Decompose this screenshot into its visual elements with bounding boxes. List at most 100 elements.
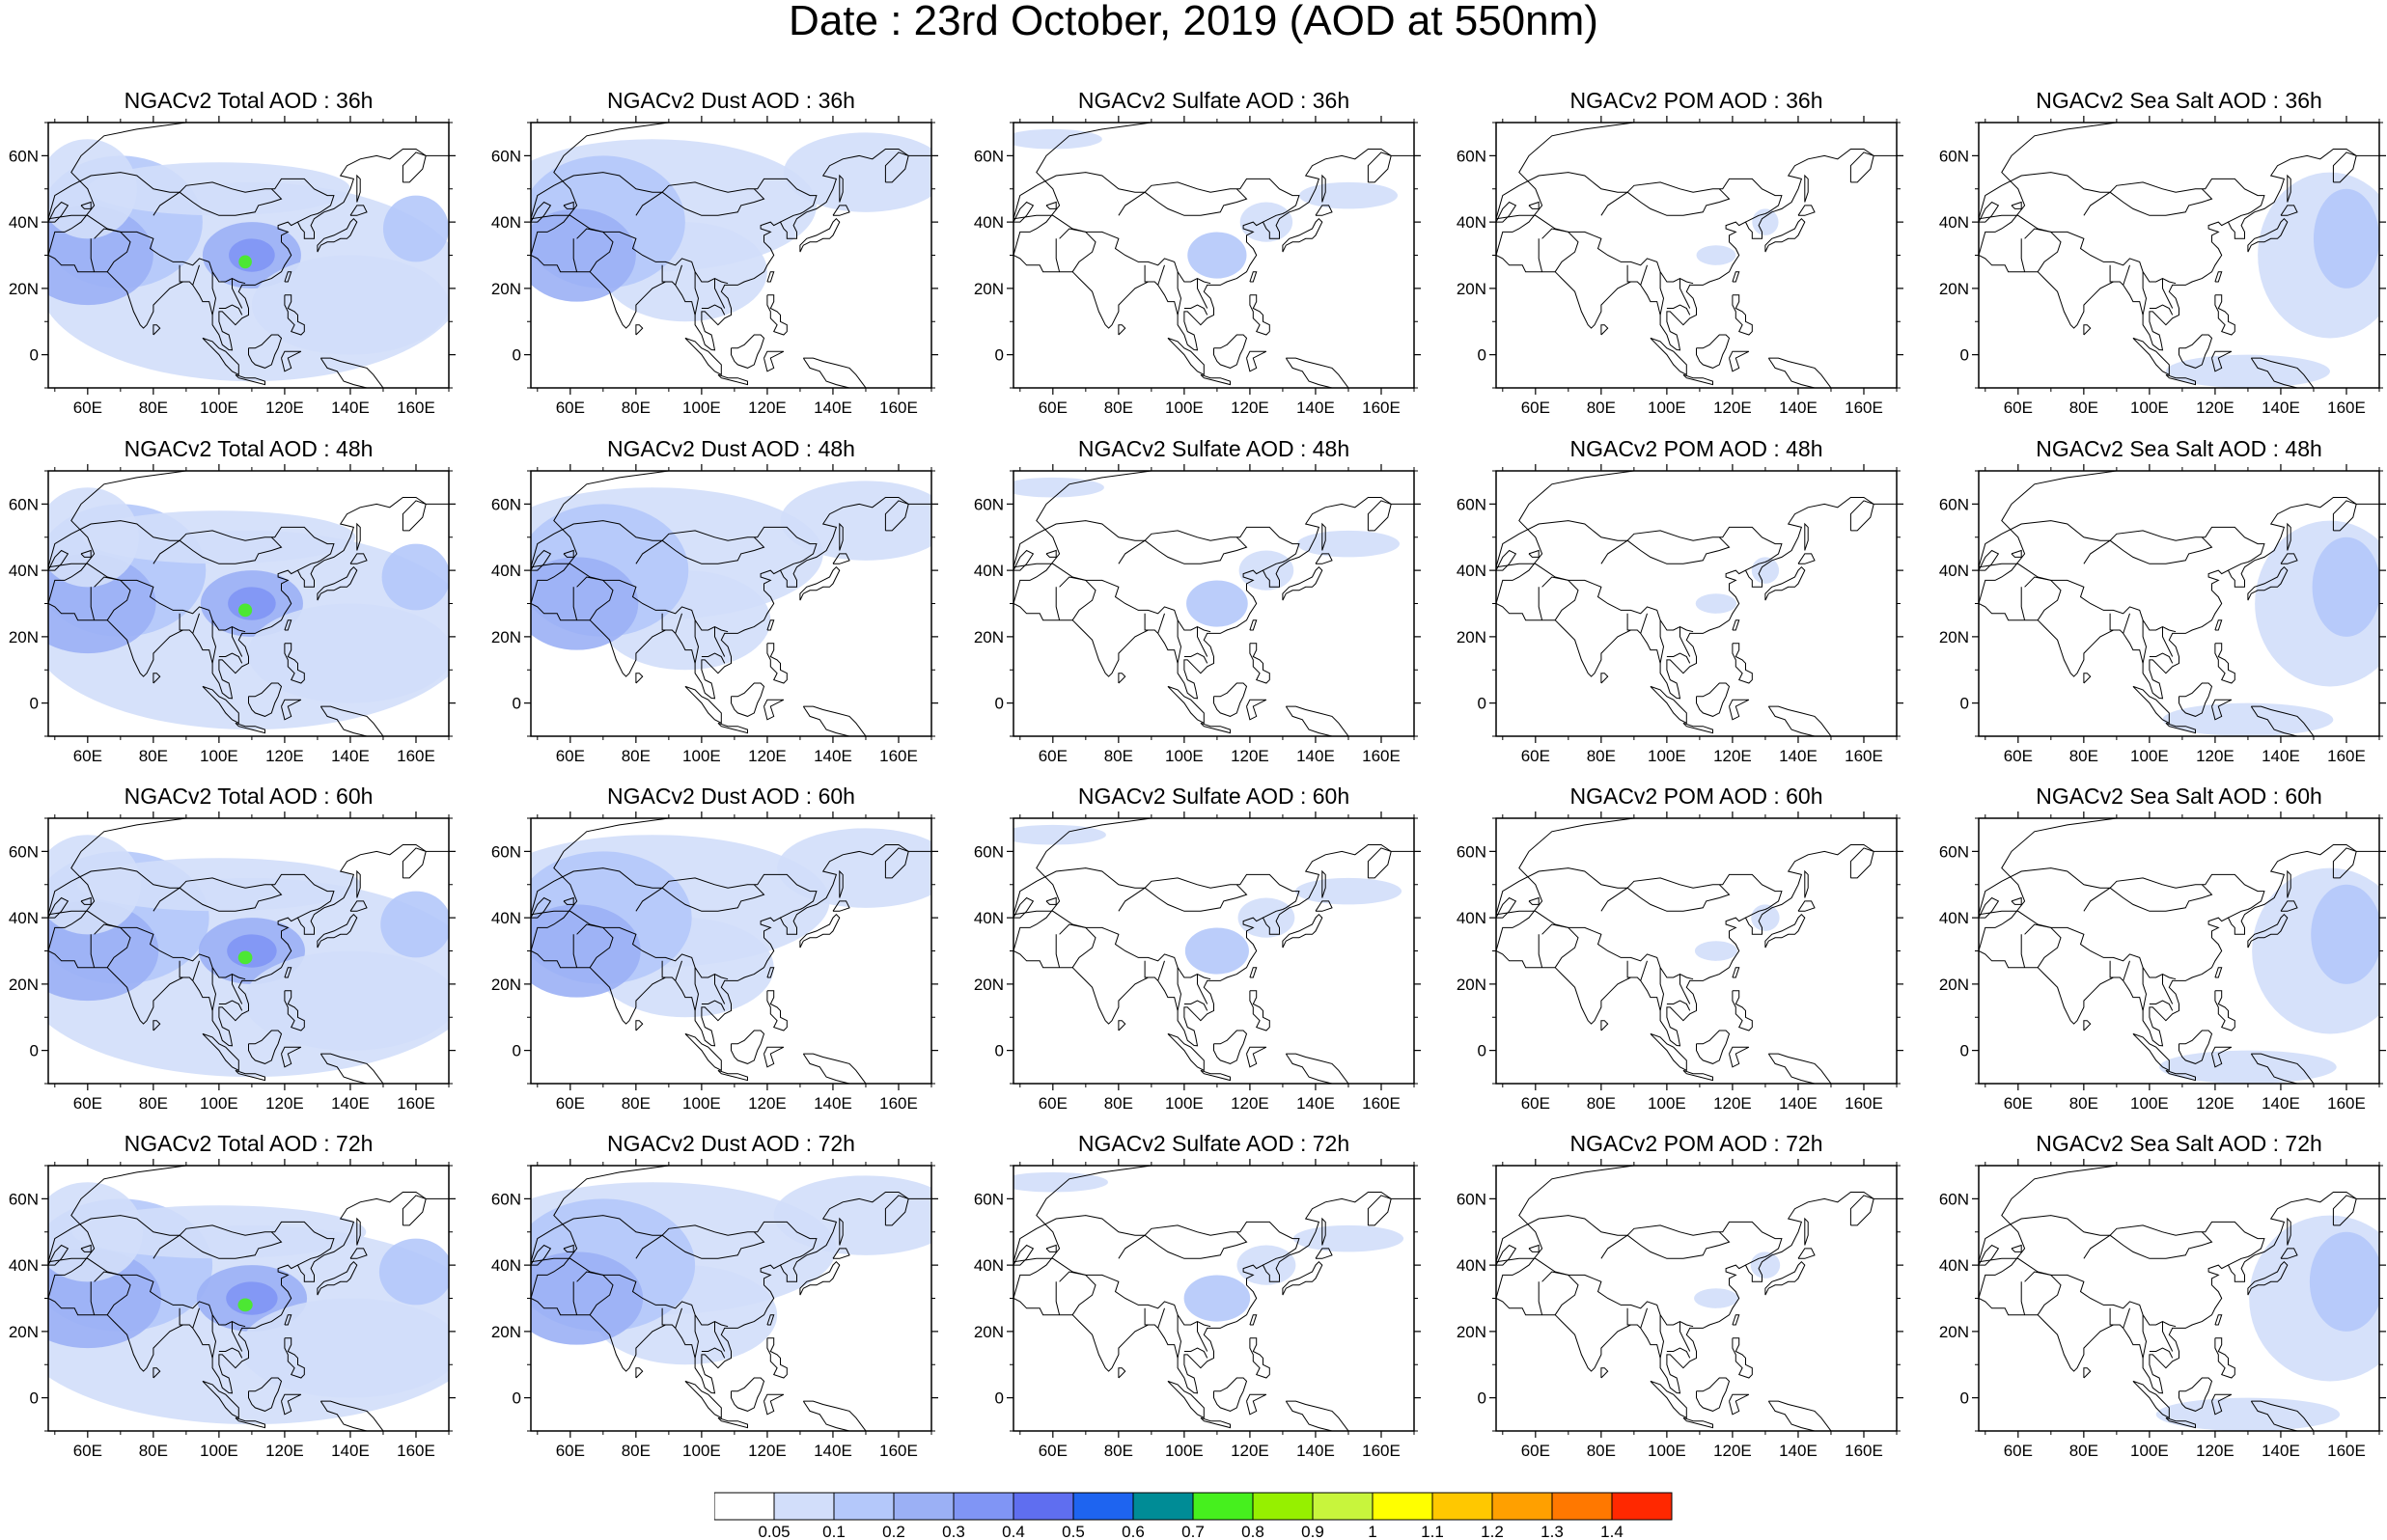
aod-field: [1979, 471, 2379, 736]
aod-region: [229, 238, 275, 272]
lat-tick-label: 40N: [9, 909, 39, 927]
aod-region: [378, 1238, 449, 1306]
lon-tick-label: 140E: [814, 747, 852, 765]
map-panel: 60E 80E 100E 120E 140E 160E 60N 40N 20N 0: [1939, 1159, 2386, 1460]
panel-title: NGACv2 Sea Salt AOD : 36h: [2036, 88, 2322, 113]
lon-tick-label: 80E: [622, 1094, 651, 1113]
map-panel: 60E 80E 100E 120E 140E 160E 60N 40N 20N 0: [9, 1159, 456, 1460]
lat-tick-label: 20N: [491, 628, 521, 646]
lat-tick-label: 0: [513, 695, 521, 713]
lon-tick-label: 120E: [265, 747, 304, 765]
lat-tick-label: 0: [1960, 346, 1969, 365]
lon-tick-label: 120E: [2196, 1094, 2234, 1113]
aod-field: [531, 1166, 931, 1431]
aod-region: [1236, 1245, 1296, 1285]
lon-tick-label: 140E: [1779, 1094, 1818, 1113]
lon-tick-label: 100E: [1165, 747, 1204, 765]
panel-title: NGACv2 Sulfate AOD : 60h: [1077, 784, 1350, 809]
coastlines: [1979, 1166, 2379, 1431]
lat-tick-label: 60N: [974, 147, 1004, 165]
panel-title: NGACv2 Dust AOD : 36h: [607, 88, 855, 113]
colorbar-label: 0.05: [758, 1523, 790, 1539]
lon-tick-label: 100E: [682, 1094, 721, 1113]
colorbar-label: 0.2: [882, 1523, 905, 1539]
coastlines: [48, 123, 449, 388]
lat-tick-label: 40N: [974, 562, 1004, 580]
lat-tick-label: 40N: [1939, 562, 1969, 580]
aod-region: [1013, 477, 1104, 498]
aod-region: [1696, 245, 1736, 265]
lat-tick-label: 60N: [1939, 495, 1969, 513]
lon-tick-label: 60E: [1521, 747, 1550, 765]
aod-region: [228, 587, 276, 620]
lon-tick-label: 100E: [2130, 399, 2169, 417]
lon-tick-label: 80E: [2069, 1442, 2098, 1460]
aod-field: [48, 818, 449, 1084]
aod-region: [1750, 1251, 1781, 1279]
map-panel: 60E 80E 100E 120E 140E 160E 60N 40N 20N 0: [1457, 116, 1903, 417]
lat-tick-label: 0: [30, 346, 39, 365]
lat-tick-label: 0: [30, 695, 39, 713]
lon-tick-label: 140E: [331, 747, 370, 765]
lat-tick-label: 40N: [1457, 1256, 1486, 1275]
lon-tick-label: 120E: [1713, 1094, 1752, 1113]
lon-tick-label: 140E: [1779, 747, 1818, 765]
colorbar-label: 0.3: [942, 1523, 965, 1539]
lon-tick-label: 160E: [397, 747, 435, 765]
lon-tick-label: 120E: [1713, 1442, 1752, 1460]
colorbar-swatch: [1192, 1492, 1254, 1521]
lat-tick-label: 40N: [974, 213, 1004, 232]
lon-tick-label: 80E: [1587, 1094, 1616, 1113]
aod-region: [1186, 580, 1248, 627]
coastlines: [1979, 123, 2379, 388]
aod-region: [1183, 1275, 1251, 1322]
map-panel: 60E 80E 100E 120E 140E 160E 60N 40N 20N 0: [974, 1159, 1421, 1460]
coastlines: [1496, 818, 1897, 1084]
lat-tick-label: 20N: [1457, 280, 1486, 298]
colorbar-swatch: [1132, 1492, 1194, 1521]
coastlines: [1013, 471, 1414, 736]
lon-tick-label: 80E: [622, 747, 651, 765]
lat-tick-label: 0: [1960, 1389, 1969, 1408]
aod-region: [1296, 530, 1401, 558]
lat-tick-label: 60N: [974, 1190, 1004, 1208]
panel-title: NGACv2 Dust AOD : 48h: [607, 436, 855, 461]
aod-region: [48, 835, 141, 935]
aod-region: [381, 543, 449, 611]
aod-region: [1694, 1288, 1738, 1308]
colorbar: 0.05 0.1 0.2 0.3 0.4 0.5 0.6 0.7 0.8 0.9 1 1.1 1.2 1.…: [714, 1492, 1673, 1539]
panel-title: NGACv2 POM AOD : 48h: [1569, 436, 1823, 461]
lon-tick-label: 60E: [1521, 399, 1550, 417]
lat-tick-label: 0: [995, 1042, 1004, 1060]
lon-tick-label: 140E: [1779, 1442, 1818, 1460]
lon-tick-label: 100E: [682, 399, 721, 417]
lon-tick-label: 120E: [1713, 747, 1752, 765]
colorbar-swatch: [1491, 1492, 1553, 1521]
lat-tick-label: 60N: [491, 147, 521, 165]
lon-tick-label: 160E: [2327, 747, 2366, 765]
aod-region: [1751, 904, 1780, 931]
coastlines: [531, 1166, 931, 1431]
lon-tick-label: 160E: [1362, 747, 1401, 765]
lon-tick-label: 140E: [1296, 1094, 1335, 1113]
lat-tick-label: 40N: [1457, 213, 1486, 232]
lon-tick-label: 60E: [2004, 1442, 2033, 1460]
lon-tick-label: 140E: [1296, 1442, 1335, 1460]
lon-tick-label: 120E: [1231, 1094, 1269, 1113]
coastlines: [48, 818, 449, 1084]
lat-tick-label: 60N: [974, 495, 1004, 513]
aod-region: [1184, 927, 1249, 975]
main-title: Date : 23rd October, 2019 (AOD at 550nm): [789, 0, 1598, 44]
colorbar-swatch: [1013, 1492, 1074, 1521]
lon-tick-label: 60E: [1039, 1442, 1068, 1460]
coastlines: [1496, 123, 1897, 388]
colorbar-swatch: [1551, 1492, 1613, 1521]
lon-tick-label: 160E: [879, 399, 918, 417]
aod-region: [243, 950, 449, 1051]
colorbar-label: 0.5: [1062, 1523, 1085, 1539]
lon-tick-label: 60E: [73, 747, 102, 765]
lon-tick-label: 80E: [2069, 1094, 2098, 1113]
lat-tick-label: 0: [1478, 1042, 1486, 1060]
aod-field: [1013, 1166, 1414, 1431]
lon-tick-label: 100E: [200, 399, 238, 417]
